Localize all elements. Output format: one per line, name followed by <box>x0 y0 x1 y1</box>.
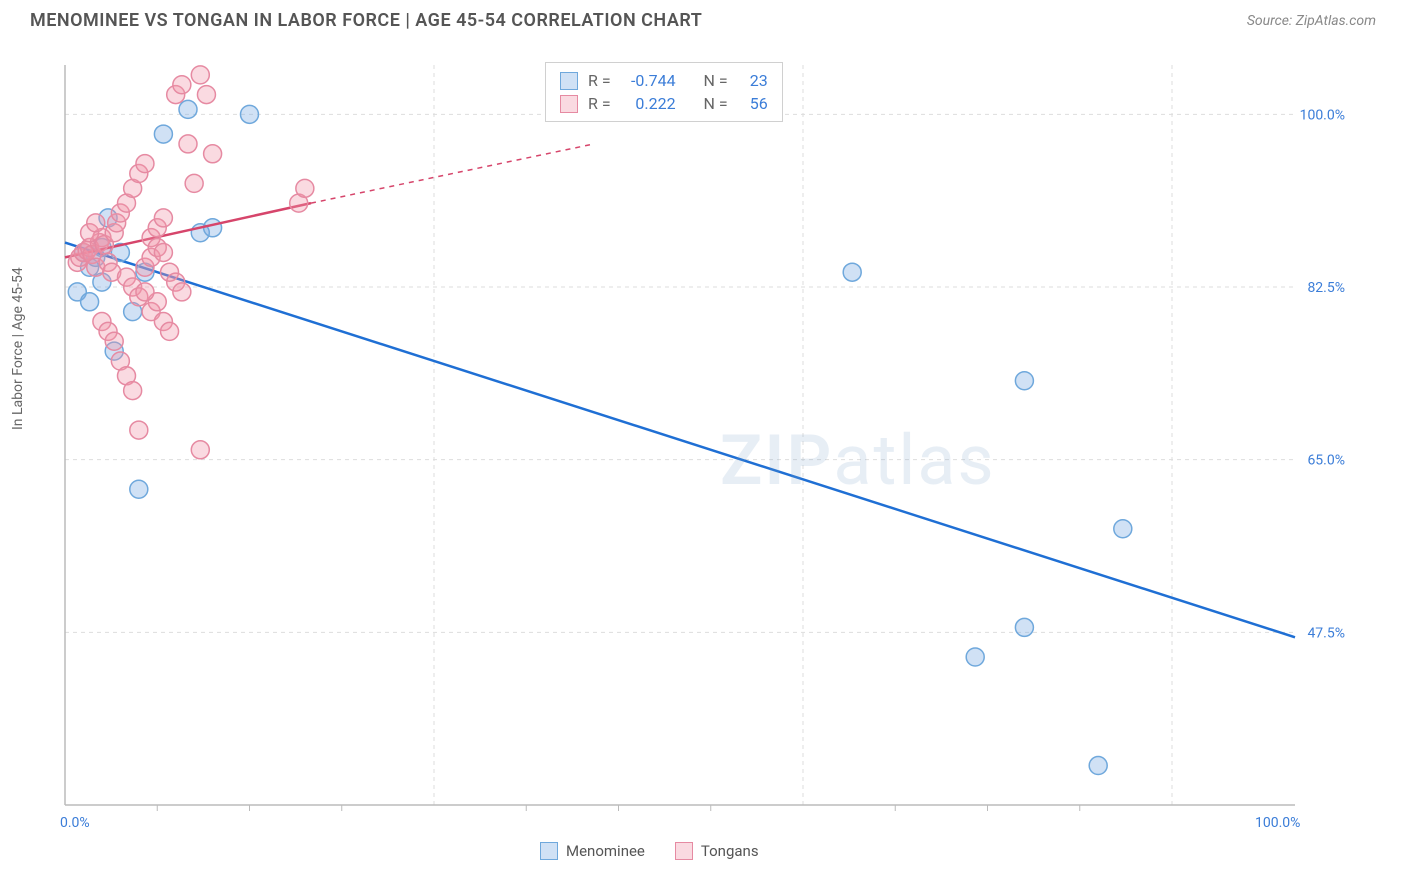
legend-item: Tongans <box>675 842 759 860</box>
n-label: N = <box>704 94 728 113</box>
stats-row: R = -0.744 N = 23 <box>560 69 768 92</box>
correlation-stats-box: R = -0.744 N = 23 R = 0.222 N = 56 <box>545 62 783 122</box>
legend-item: Menominee <box>540 842 645 860</box>
y-tick-label: 100.0% <box>1300 107 1345 123</box>
legend: Menominee Tongans <box>540 842 759 860</box>
n-label: N = <box>704 71 728 90</box>
r-value: 0.222 <box>621 94 676 113</box>
y-axis-label: In Labor Force | Age 45-54 <box>10 267 26 430</box>
legend-label: Menominee <box>566 842 645 860</box>
r-value: -0.744 <box>621 71 676 90</box>
series-swatch <box>560 95 578 113</box>
chart-plot-area: 47.5% 65.0% 82.5% 100.0% <box>55 55 1355 825</box>
x-tick-label: 100.0% <box>1255 815 1300 831</box>
r-label: R = <box>588 94 611 113</box>
n-value: 23 <box>738 71 768 90</box>
stats-row: R = 0.222 N = 56 <box>560 92 768 115</box>
chart-title: MENOMINEE VS TONGAN IN LABOR FORCE | AGE… <box>30 10 702 31</box>
series-swatch <box>560 72 578 90</box>
y-tick-label: 65.0% <box>1307 453 1345 469</box>
y-tick-label: 47.5% <box>1307 625 1345 641</box>
scatter-chart-svg: 47.5% 65.0% 82.5% 100.0% <box>55 55 1355 825</box>
legend-swatch <box>675 842 693 860</box>
r-label: R = <box>588 71 611 90</box>
n-value: 56 <box>738 94 768 113</box>
x-tick-label: 0.0% <box>60 815 90 831</box>
legend-swatch <box>540 842 558 860</box>
y-tick-label: 82.5% <box>1307 280 1345 296</box>
source-label: Source: ZipAtlas.com <box>1247 13 1376 29</box>
legend-label: Tongans <box>701 842 759 860</box>
